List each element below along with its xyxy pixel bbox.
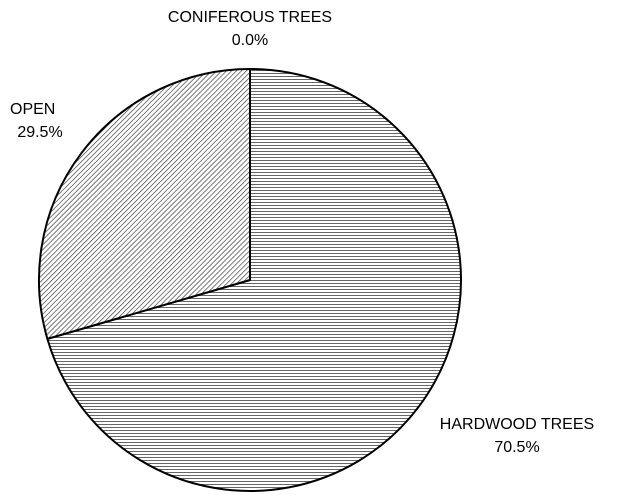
slice-value-label: 0.0% — [232, 32, 268, 49]
slice-label: OPEN — [10, 101, 55, 118]
slice-label: HARDWOOD TREES — [440, 416, 594, 433]
slice-label: CONIFEROUS TREES — [168, 9, 332, 26]
pie-slice — [46, 68, 462, 492]
slice-value-label: 70.5% — [494, 439, 539, 456]
pie-slice — [38, 68, 251, 340]
slice-value-label: 29.5% — [17, 124, 62, 141]
